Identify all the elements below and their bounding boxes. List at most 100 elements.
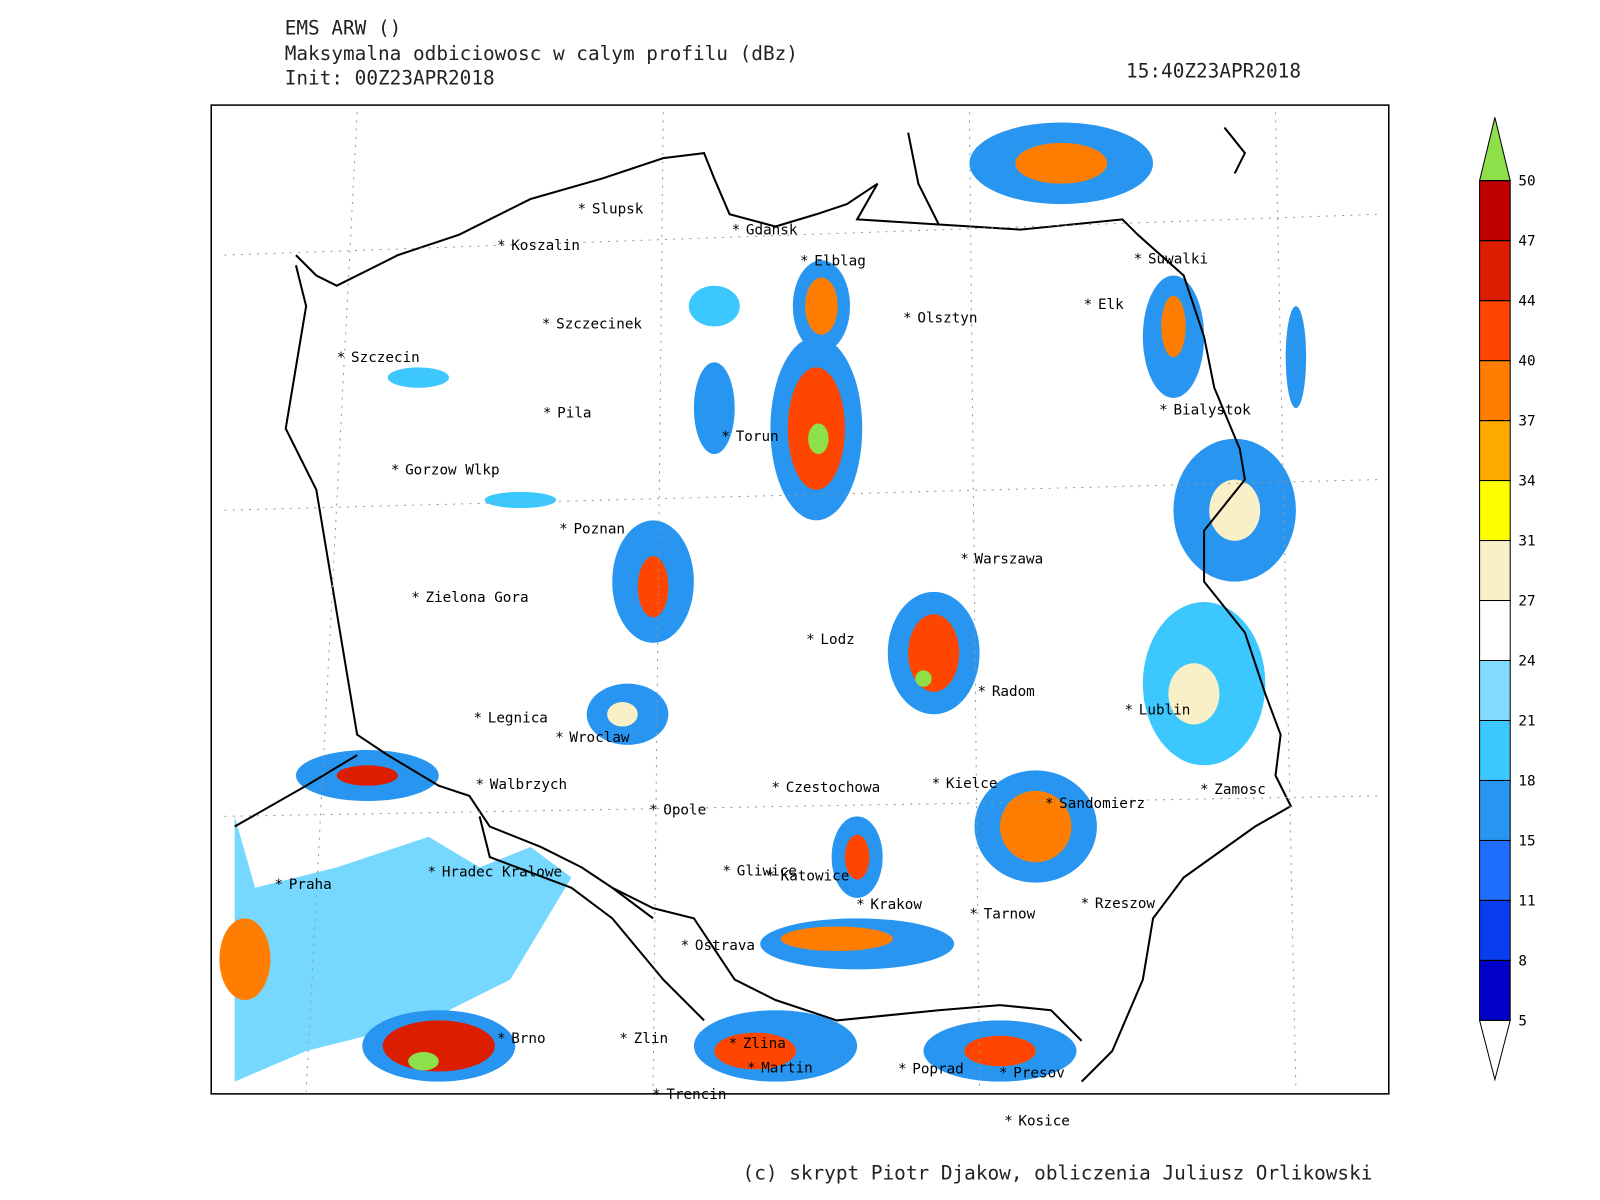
city-marker: * — [856, 897, 865, 913]
city-marker: * — [476, 777, 485, 793]
city-label: Sandomierz — [1059, 796, 1145, 812]
city-marker: * — [806, 632, 815, 648]
city-label: Presov — [1013, 1066, 1065, 1082]
colorbar-band — [1479, 180, 1511, 242]
city-label: Lublin — [1139, 702, 1191, 718]
city-label: Suwalki — [1148, 251, 1208, 267]
city-label: Martin — [761, 1060, 813, 1076]
city-marker: * — [999, 1066, 1008, 1082]
colorbar-over — [1478, 117, 1511, 182]
city-marker: * — [428, 865, 437, 881]
colorbar-label: 27 — [1518, 594, 1535, 610]
colorbar: 5 8 11 15 18 21 24 27 31 34 37 40 44 47 50 — [1478, 117, 1536, 1082]
city-marker: * — [771, 780, 780, 796]
city-label: Wroclaw — [569, 730, 630, 746]
city-label: Szczecin — [351, 350, 420, 366]
city-label: Zamosc — [1214, 782, 1266, 798]
city-label: Ostrava — [695, 938, 755, 954]
city-label: Praha — [289, 877, 332, 893]
city-marker: * — [391, 462, 400, 478]
city-marker: * — [1200, 782, 1209, 798]
city-label: Czestochowa — [786, 780, 880, 796]
city-marker: * — [721, 429, 730, 445]
colorbar-label: 18 — [1518, 774, 1535, 790]
colorbar-label: 37 — [1518, 414, 1535, 430]
colorbar-band — [1479, 899, 1511, 961]
city-label: Trencin — [666, 1087, 726, 1103]
colorbar-label: 15 — [1518, 834, 1535, 850]
city-marker: * — [652, 1087, 661, 1103]
colorbar-band — [1479, 779, 1511, 841]
valid-time: 15:40Z23APR2018 — [1126, 60, 1301, 83]
map-frame — [210, 104, 1390, 1095]
colorbar-label: 40 — [1518, 354, 1535, 370]
city-label: Hradec Kralowe — [442, 865, 562, 881]
city-marker: * — [542, 317, 551, 333]
graticule — [224, 112, 1378, 1092]
city-label: Katowice — [781, 869, 850, 885]
city-label: Warszawa — [974, 551, 1043, 567]
colorbar-label: 21 — [1518, 714, 1535, 730]
city-marker: * — [274, 877, 283, 893]
city-marker: * — [337, 350, 346, 366]
city-marker: * — [411, 590, 420, 606]
city-marker: * — [747, 1060, 756, 1076]
city-marker: * — [732, 223, 741, 239]
city-labels: * Slupsk* Koszalin* Gdansk* Elblag* Szczecine… — [274, 201, 1265, 1129]
city-label: Opole — [663, 802, 706, 818]
colorbar-band — [1479, 420, 1511, 482]
city-label: Elblag — [814, 253, 866, 269]
city-marker: * — [722, 864, 731, 880]
city-label: Zlin — [634, 1031, 668, 1047]
city-label: Kielce — [946, 776, 998, 792]
city-label: Torun — [736, 429, 779, 445]
city-marker: * — [497, 238, 506, 254]
field-title: Maksymalna odbiciowosc w calym profilu (… — [285, 42, 798, 65]
city-label: Gliwice — [737, 864, 797, 880]
city-label: Krakow — [870, 897, 922, 913]
city-marker: * — [497, 1031, 506, 1047]
colorbar-label: 47 — [1518, 234, 1535, 250]
city-label: Olsztyn — [917, 310, 977, 326]
city-marker: * — [543, 405, 552, 421]
colorbar-band — [1479, 540, 1511, 602]
city-label: Legnica — [488, 710, 548, 726]
colorbar-band — [1479, 600, 1511, 662]
city-label: Rzeszow — [1095, 896, 1156, 912]
city-label: Kosice — [1018, 1114, 1070, 1130]
city-marker: * — [903, 310, 912, 326]
city-label: Elk — [1098, 297, 1124, 313]
city-label: Lodz — [820, 632, 854, 648]
city-label: Zlina — [743, 1036, 786, 1052]
city-label: Szczecinek — [556, 317, 642, 333]
city-marker: * — [1134, 251, 1143, 267]
colorbar-label: 50 — [1518, 174, 1535, 190]
city-marker: * — [1045, 796, 1054, 812]
init-time: Init: 00Z23APR2018 — [285, 67, 495, 90]
city-marker: * — [1124, 702, 1133, 718]
city-marker: * — [1004, 1114, 1013, 1130]
model-title: EMS ARW () — [285, 17, 402, 40]
city-label: Slupsk — [592, 201, 644, 217]
city-marker: * — [559, 522, 568, 538]
colorbar-label: 11 — [1518, 894, 1535, 910]
city-label: Poznan — [573, 522, 625, 538]
colorbar-band — [1479, 719, 1511, 781]
city-marker: * — [969, 906, 978, 922]
credit: (c) skrypt Piotr Djakow, obliczenia Juli… — [743, 1162, 1373, 1185]
city-marker: * — [898, 1061, 907, 1077]
colorbar-band — [1479, 360, 1511, 422]
colorbar-band — [1479, 480, 1511, 542]
colorbar-band — [1479, 659, 1511, 721]
colorbar-label: 24 — [1518, 654, 1535, 670]
city-marker: * — [800, 253, 809, 269]
city-label: Poprad — [912, 1061, 964, 1077]
city-label: Gdansk — [746, 223, 798, 239]
city-marker: * — [1084, 297, 1093, 313]
city-label: Tarnow — [984, 906, 1036, 922]
city-label: Pila — [557, 405, 591, 421]
colorbar-under — [1478, 1019, 1511, 1082]
city-marker: * — [473, 710, 482, 726]
city-marker: * — [932, 776, 941, 792]
